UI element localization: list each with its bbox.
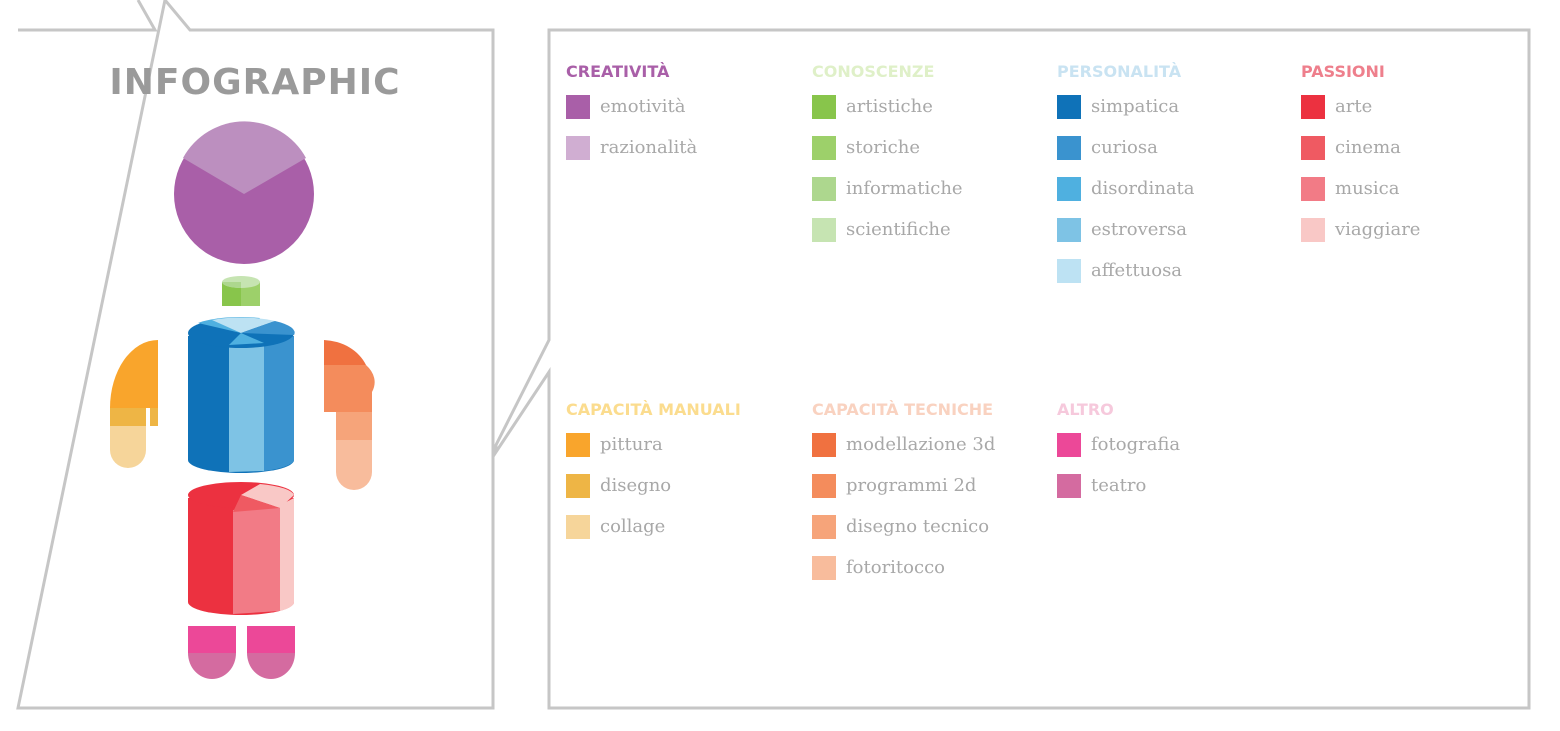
legend-swatch xyxy=(1057,432,1081,457)
legend-item: programmi 2d xyxy=(812,465,1052,506)
legend-item-label: pittura xyxy=(600,434,663,455)
legend-swatch xyxy=(566,432,590,457)
hips-cylinder xyxy=(188,482,295,615)
legend-category-conoscenze: CONOSCENZE artistiche storiche informatiche… xyxy=(812,58,1052,250)
legend-item: modellazione 3d xyxy=(812,424,1052,465)
legend-category-altro: ALTRO fotografia teatro xyxy=(1057,396,1297,506)
legend-swatch xyxy=(1301,94,1325,119)
legend-swatch xyxy=(1057,258,1081,283)
legend-item-label: arte xyxy=(1335,96,1373,117)
right-foot xyxy=(247,626,295,679)
legend-item: storiche xyxy=(812,127,1052,168)
legend-item: collage xyxy=(566,506,806,547)
legend-swatch xyxy=(1057,217,1081,242)
legend-item: informatiche xyxy=(812,168,1052,209)
legend-swatch xyxy=(1057,473,1081,498)
legend-item-label: affettuosa xyxy=(1091,260,1183,281)
legend-swatch xyxy=(566,473,590,498)
legend-swatch xyxy=(812,135,836,160)
head-pie xyxy=(174,121,314,264)
legend-item-label: programmi 2d xyxy=(846,475,977,496)
right-panel-border xyxy=(494,28,1531,710)
legend-item: simpatica xyxy=(1057,86,1297,127)
legend-category-passioni: PASSIONI arte cinema musica viaggiare xyxy=(1301,58,1541,250)
legend-swatch xyxy=(566,135,590,160)
legend-item: fotoritocco xyxy=(812,547,1052,588)
legend-item-label: musica xyxy=(1335,178,1400,199)
legend-item-label: estroversa xyxy=(1091,219,1187,240)
neck-cylinder xyxy=(222,276,260,306)
legend-item: razionalità xyxy=(566,127,806,168)
legend-item-label: razionalità xyxy=(600,137,698,158)
legend-item: scientifiche xyxy=(812,209,1052,250)
legend-item: fotografia xyxy=(1057,424,1297,465)
legend-category-personalita: PERSONALITÀ simpatica curiosa disordinata es… xyxy=(1057,58,1297,291)
legend-swatch xyxy=(1301,176,1325,201)
legend-swatch xyxy=(1057,176,1081,201)
legend-category-title: CAPACITÀ TECNICHE xyxy=(812,400,994,419)
legend-item-label: scientifiche xyxy=(846,219,951,240)
legend-item: arte xyxy=(1301,86,1541,127)
legend-category-creativita: CREATIVITÀ emotività razionalità xyxy=(566,58,806,168)
legend-item-label: modellazione 3d xyxy=(846,434,996,455)
legend-swatch xyxy=(812,94,836,119)
legend-item: teatro xyxy=(1057,465,1297,506)
legend-item-label: disordinata xyxy=(1091,178,1195,199)
left-foot xyxy=(188,626,236,679)
legend-category-title: ALTRO xyxy=(1057,400,1114,419)
infographic-title: INFOGRAPHIC xyxy=(109,62,401,103)
legend-item: musica xyxy=(1301,168,1541,209)
legend-item: affettuosa xyxy=(1057,250,1297,291)
legend-item-label: emotività xyxy=(600,96,686,117)
legend-item: disegno tecnico xyxy=(812,506,1052,547)
left-arm xyxy=(110,340,158,468)
legend-item: estroversa xyxy=(1057,209,1297,250)
legend-category-manuali: CAPACITÀ MANUALI pittura disegno collage xyxy=(566,396,806,547)
legend-item: viaggiare xyxy=(1301,209,1541,250)
legend-item-label: informatiche xyxy=(846,178,963,199)
left-panel-border xyxy=(16,0,495,710)
legend-swatch xyxy=(1301,135,1325,160)
torso-cylinder xyxy=(188,316,295,473)
legend-item-label: storiche xyxy=(846,137,920,158)
legend-item: emotività xyxy=(566,86,806,127)
legend-swatch xyxy=(812,514,836,539)
legend-swatch xyxy=(812,217,836,242)
legend-item-label: cinema xyxy=(1335,137,1401,158)
legend-category-title: CAPACITÀ MANUALI xyxy=(566,400,741,419)
legend-swatch xyxy=(1057,94,1081,119)
legend-item-label: artistiche xyxy=(846,96,933,117)
legend-swatch xyxy=(1057,135,1081,160)
legend-swatch xyxy=(1301,217,1325,242)
legend-swatch xyxy=(566,94,590,119)
legend-swatch xyxy=(566,514,590,539)
legend-category-title: CREATIVITÀ xyxy=(566,62,670,81)
legend-category-title: CONOSCENZE xyxy=(812,62,935,81)
legend-item: curiosa xyxy=(1057,127,1297,168)
legend-item: disordinata xyxy=(1057,168,1297,209)
legend-category-title: PERSONALITÀ xyxy=(1057,62,1182,81)
legend-item-label: curiosa xyxy=(1091,137,1158,158)
legend-item-label: teatro xyxy=(1091,475,1147,496)
legend-category-tecniche: CAPACITÀ TECNICHE modellazione 3d programm… xyxy=(812,396,1052,588)
legend-swatch xyxy=(812,555,836,580)
legend-item-label: simpatica xyxy=(1091,96,1180,117)
legend-swatch xyxy=(812,473,836,498)
legend-item: artistiche xyxy=(812,86,1052,127)
legend-item-label: fotoritocco xyxy=(846,557,945,578)
legend-swatch xyxy=(812,432,836,457)
legend-item: disegno xyxy=(566,465,806,506)
legend-item-label: fotografia xyxy=(1091,434,1181,455)
legend-swatch xyxy=(812,176,836,201)
legend-item: pittura xyxy=(566,424,806,465)
legend-item: cinema xyxy=(1301,127,1541,168)
legend-item-label: collage xyxy=(600,516,666,537)
legend-item-label: disegno xyxy=(600,475,672,496)
legend-category-title: PASSIONI xyxy=(1301,62,1385,81)
legend-item-label: disegno tecnico xyxy=(846,516,990,537)
legend-item-label: viaggiare xyxy=(1335,219,1421,240)
right-arm xyxy=(324,340,375,490)
